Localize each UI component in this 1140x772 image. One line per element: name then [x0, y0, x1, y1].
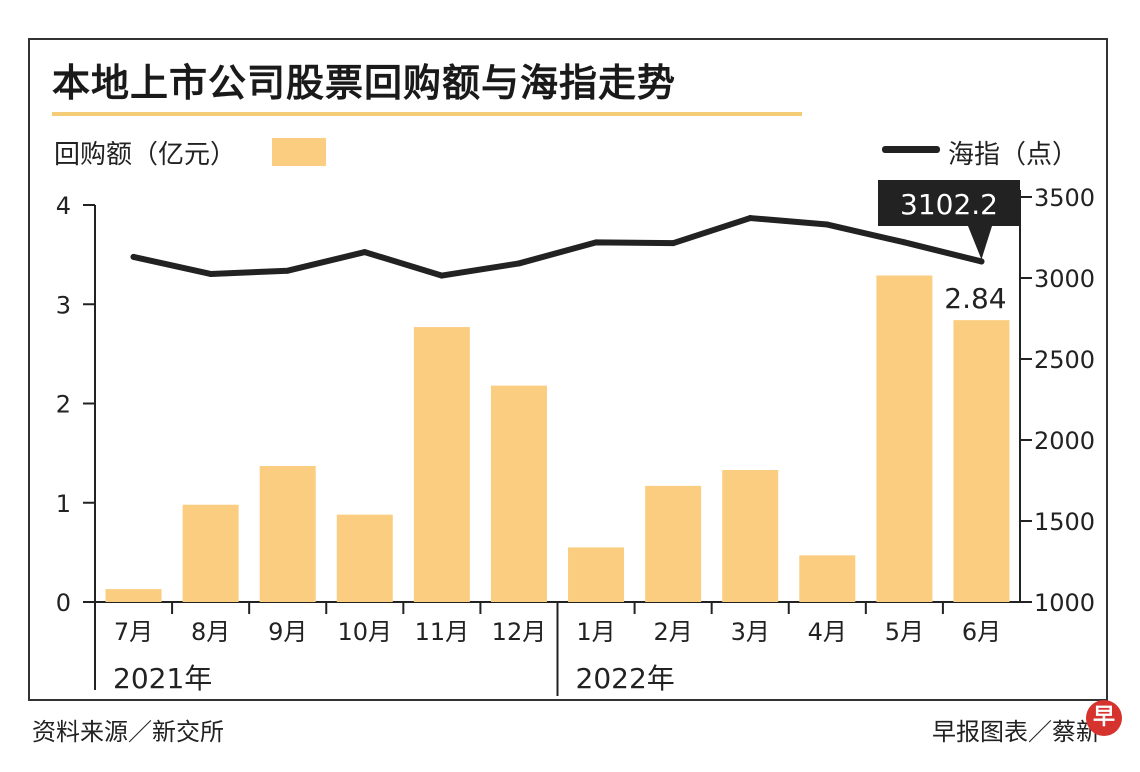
month-label: 9月	[268, 618, 307, 646]
zaobao-logo-badge: 早	[1086, 700, 1122, 736]
bar-value-label: 2.84	[944, 282, 1006, 315]
line-point-8月	[207, 270, 214, 277]
bar-8月	[182, 504, 239, 602]
bar-3月	[722, 469, 779, 602]
left-tick-label: 4	[56, 192, 71, 220]
left-tick-label: 2	[56, 391, 71, 419]
bar-7月	[105, 589, 162, 602]
left-tick-label: 0	[56, 589, 71, 617]
left-tick-label: 3	[56, 291, 71, 319]
month-label: 3月	[731, 618, 770, 646]
right-tick-label: 3500	[1034, 184, 1095, 212]
year-label: 2021年	[113, 662, 212, 695]
line-group	[130, 215, 985, 279]
right-tick-label: 1000	[1034, 589, 1095, 617]
line-point-6月	[978, 258, 985, 265]
right-tick-label: 2500	[1034, 346, 1095, 374]
month-label: 8月	[191, 618, 230, 646]
line-point-3月	[747, 215, 754, 222]
month-label: 11月	[415, 618, 470, 646]
year-label: 2022年	[576, 662, 675, 695]
line-point-12月	[515, 260, 522, 267]
month-label: 7月	[114, 618, 153, 646]
left-tick-label: 1	[56, 490, 71, 518]
legend-bars-label: 回购额（亿元）	[54, 140, 237, 170]
bar-12月	[490, 385, 547, 602]
bar-2月	[645, 485, 702, 602]
legend-line-label: 海指（点）	[948, 140, 1079, 170]
bar-5月	[876, 275, 933, 602]
axes-group	[83, 190, 1032, 696]
line-point-11月	[438, 272, 445, 279]
line-point-5月	[901, 239, 908, 246]
month-label: 10月	[338, 618, 393, 646]
bar-1月	[568, 547, 625, 602]
line-point-9月	[284, 267, 291, 274]
line-callout-pointer	[968, 226, 992, 260]
month-label: 5月	[885, 618, 924, 646]
bar-10月	[336, 514, 393, 602]
chart-title: 本地上市公司股票回购额与海指走势	[52, 61, 677, 105]
line-point-10月	[361, 249, 368, 256]
line-series-haizhi	[130, 215, 985, 279]
bar-4月	[799, 555, 856, 602]
labels-group: 0 1 2 3 4 1000 1500 2000 2500 3000 3500 7月 8月 9月 10月 11…	[56, 180, 1095, 695]
bar-11月	[413, 327, 470, 602]
legend-line-swatch	[882, 146, 940, 153]
month-label: 12月	[492, 618, 547, 646]
line-point-7月	[130, 253, 137, 260]
line-point-2月	[670, 240, 677, 247]
bar-9月	[259, 466, 316, 602]
line-point-1月	[593, 239, 600, 246]
chart-frame	[28, 38, 1108, 701]
title-underline	[52, 112, 802, 116]
month-label: 4月	[808, 618, 847, 646]
month-label: 1月	[576, 618, 615, 646]
right-tick-label: 3000	[1034, 265, 1095, 293]
line-callout-box	[878, 180, 1020, 226]
line-value-label: 3102.2	[900, 188, 998, 221]
source-note: 资料来源／新交所	[32, 718, 224, 746]
month-label: 6月	[962, 618, 1001, 646]
line-point-4月	[824, 221, 831, 228]
right-tick-label: 2000	[1034, 427, 1095, 455]
month-label: 2月	[653, 618, 692, 646]
right-tick-label: 1500	[1034, 508, 1095, 536]
legend-bars-swatch	[272, 138, 326, 166]
credit-note: 早报图表／蔡新	[932, 718, 1100, 746]
bar-6月	[953, 320, 1010, 602]
bars-group	[105, 275, 1010, 602]
